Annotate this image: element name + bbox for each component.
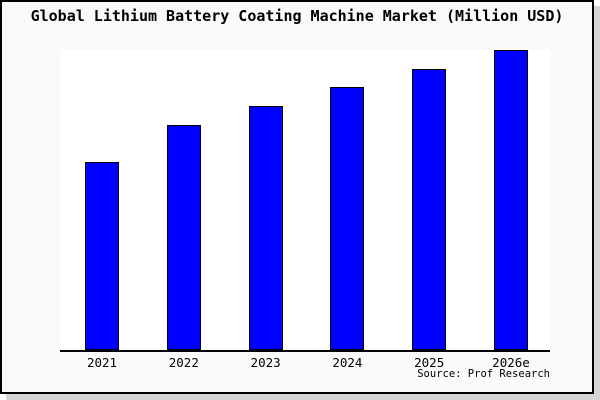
plot-area: [60, 50, 550, 352]
bar-2024: [330, 87, 365, 350]
bar-2022: [166, 125, 201, 350]
x-tick-label-2025: 2025: [414, 355, 445, 370]
source-credit: Source: Prof Research: [417, 368, 550, 380]
x-tick-label-2026e: 2026e: [492, 355, 530, 370]
chart-title: Global Lithium Battery Coating Machine M…: [30, 7, 564, 25]
bar-2026e: [494, 50, 528, 350]
chart-panel: Global Lithium Battery Coating Machine M…: [0, 0, 594, 394]
x-tick-label-2023: 2023: [250, 355, 281, 370]
x-tick-label-2024: 2024: [332, 355, 363, 370]
x-tick-label-2021: 2021: [86, 355, 118, 370]
bar-2025: [412, 69, 447, 350]
bar-2023: [248, 106, 283, 350]
x-tick-label-2022: 2022: [168, 355, 199, 370]
bar-2021: [85, 162, 119, 350]
